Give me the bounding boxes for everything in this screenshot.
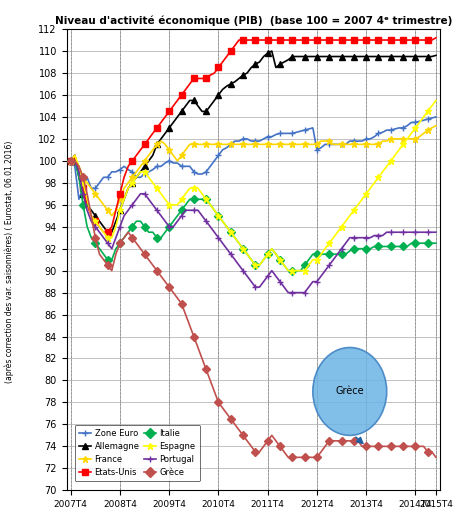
Legend: Zone Euro, Allemagne, France, Etats-Unis, Italie, Espagne, Portugal, Grèce: Zone Euro, Allemagne, France, Etats-Unis… bbox=[74, 424, 200, 482]
Title: Niveau d'activité économique (PIB)  (base 100 = 2007 4ᵉ trimestre): Niveau d'activité économique (PIB) (base… bbox=[55, 15, 452, 26]
Text: (après correction des var. saisonnières) ( Eurostat, 06.01.2016): (après correction des var. saisonnières)… bbox=[5, 141, 14, 383]
Text: Grèce: Grèce bbox=[336, 386, 364, 397]
Ellipse shape bbox=[313, 347, 387, 435]
